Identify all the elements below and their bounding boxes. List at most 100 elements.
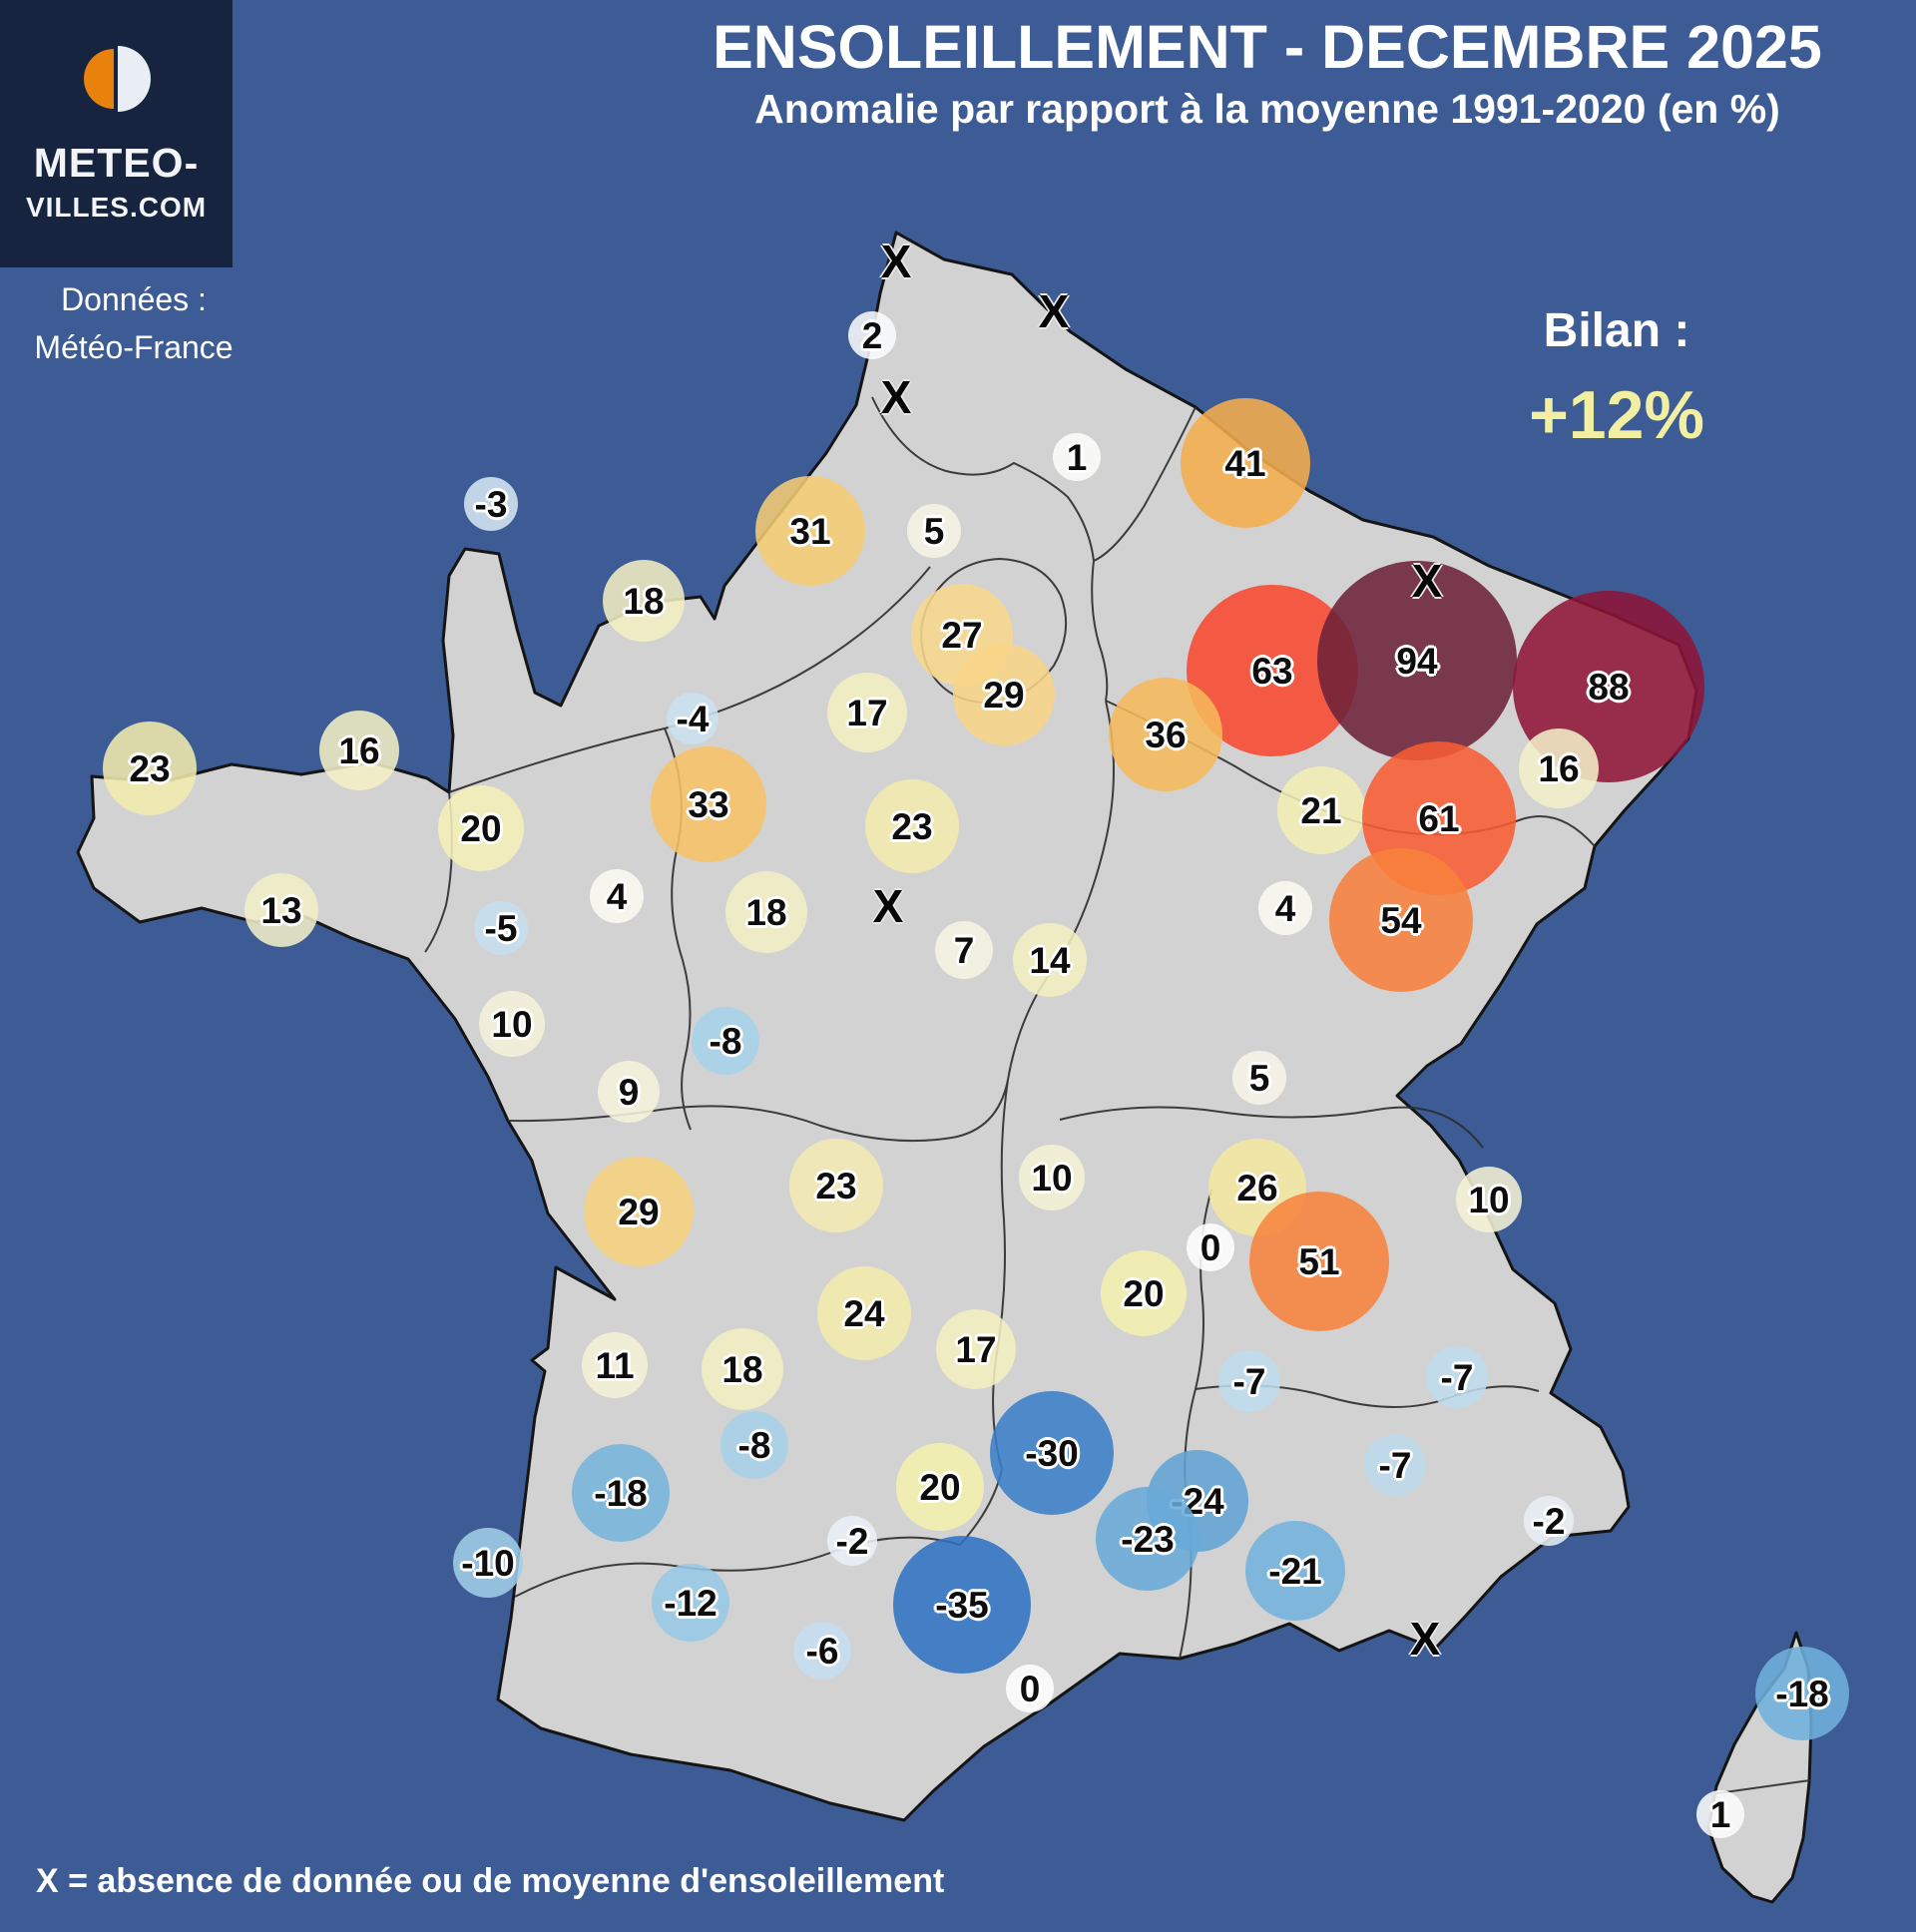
bilan-label: Bilan : [1543,304,1690,357]
bubble-value: 29 [983,674,1025,716]
value-bubble: 16 [319,711,399,790]
bubble-value: -2 [835,1520,869,1562]
logo-text-line2: VILLES.COM [25,192,208,223]
bubble-value: 33 [688,783,729,825]
value-bubble: -23 [1096,1487,1199,1591]
value-bubble: 2 [848,311,896,359]
bubble-value: 4 [1274,887,1296,929]
no-data-x-marker: X [880,371,912,423]
value-bubble: 29 [953,644,1055,745]
value-bubble: 17 [827,673,907,752]
bubble-value: 54 [1380,899,1422,941]
value-bubble: -3 [464,477,518,531]
bilan-block: Bilan : +12% [1397,303,1836,453]
bubble-value: 0 [1019,1668,1041,1709]
bubble-value: 94 [1396,640,1438,682]
value-bubble: 4 [590,869,644,923]
data-source: Données : Météo-France [0,275,267,371]
bubble-value: 16 [338,729,380,771]
value-bubble: -5 [474,901,528,955]
bubble-value: -7 [1232,1360,1266,1402]
value-bubble: -2 [1524,1496,1574,1546]
bubble-value: -10 [461,1542,515,1584]
value-bubble: -12 [652,1564,729,1642]
bubble-value: 7 [953,929,975,971]
bubble-value: 23 [815,1165,857,1207]
value-bubble: 5 [1232,1051,1286,1105]
bubble-value: 23 [891,805,933,847]
bubble-value: 20 [460,807,502,849]
value-bubble: 18 [702,1328,783,1410]
bubble-value: -4 [676,698,710,739]
value-bubble: 54 [1329,848,1473,992]
bubble-value: 10 [1031,1157,1073,1199]
bubble-value: 61 [1418,797,1460,839]
value-bubble: 18 [725,871,807,953]
bubble-value: 24 [843,1292,885,1334]
value-bubble: 18 [603,560,685,642]
bubble-value: 41 [1224,442,1266,484]
value-bubble: -7 [1218,1350,1280,1412]
value-bubble: 21 [1277,766,1365,854]
logo-text-line1: METEO- [33,140,200,186]
data-source-line2: Météo-France [34,329,234,365]
bubble-value: 2 [861,314,883,356]
value-bubble: 16 [1519,728,1599,808]
bubble-value: -12 [664,1582,718,1624]
bilan-value: +12% [1529,377,1704,453]
bubble-value: 1 [1709,1793,1731,1835]
bubble-value: 63 [1251,650,1293,692]
value-bubble: -8 [720,1411,788,1479]
value-bubble: 9 [598,1061,660,1123]
bubble-value: -8 [737,1424,771,1466]
bubble-value: -5 [484,907,518,949]
bubble-value: 18 [623,580,665,622]
value-bubble: -30 [990,1391,1114,1515]
value-bubble: -6 [793,1622,851,1680]
bubble-value: 18 [721,1348,763,1390]
no-data-x-marker: X [1411,555,1443,607]
page-subtitle: Anomalie par rapport à la moyenne 1991-2… [754,86,1780,132]
value-bubble: -4 [667,693,718,744]
bubble-value: 23 [129,747,171,789]
value-bubble: 13 [244,873,318,947]
value-bubble: 0 [1187,1223,1234,1271]
bubble-value: -18 [594,1472,648,1514]
bubble-value: -7 [1378,1444,1412,1486]
bubble-value: -35 [935,1584,989,1626]
value-bubble: 36 [1109,678,1222,791]
value-bubble: 10 [1456,1167,1522,1232]
value-bubble: -18 [1755,1647,1849,1740]
value-bubble: 94 [1317,561,1517,760]
value-bubble: -7 [1364,1434,1426,1496]
value-bubble: 20 [1101,1250,1187,1336]
bubble-value: 26 [1236,1167,1278,1208]
value-bubble: 1 [1696,1790,1744,1838]
bubble-value: 17 [846,692,888,733]
bubble-value: 14 [1029,939,1071,981]
sun-icon-white-half [118,46,151,112]
bubble-value: 17 [955,1328,997,1370]
no-data-x-marker: X [880,236,912,287]
value-bubble: 14 [1013,923,1087,997]
value-bubble: 20 [896,1443,984,1531]
bubble-value: 4 [606,875,628,917]
value-bubble: 51 [1249,1192,1389,1331]
value-bubble: 23 [865,779,959,873]
bubble-value: 16 [1538,747,1580,789]
no-data-x-marker: X [1409,1613,1441,1665]
value-bubble: -35 [893,1536,1031,1674]
value-bubble: 11 [582,1332,648,1398]
data-source-line1: Données : [61,281,207,317]
bubble-value: 27 [941,614,983,656]
bubble-value: 11 [595,1344,635,1386]
bubble-value: 1 [1066,436,1088,478]
value-bubble: 41 [1181,398,1310,528]
value-bubble: 23 [789,1139,883,1232]
value-bubble: 29 [584,1157,694,1266]
value-bubble: -2 [827,1516,877,1566]
bubble-value: 13 [260,889,302,931]
